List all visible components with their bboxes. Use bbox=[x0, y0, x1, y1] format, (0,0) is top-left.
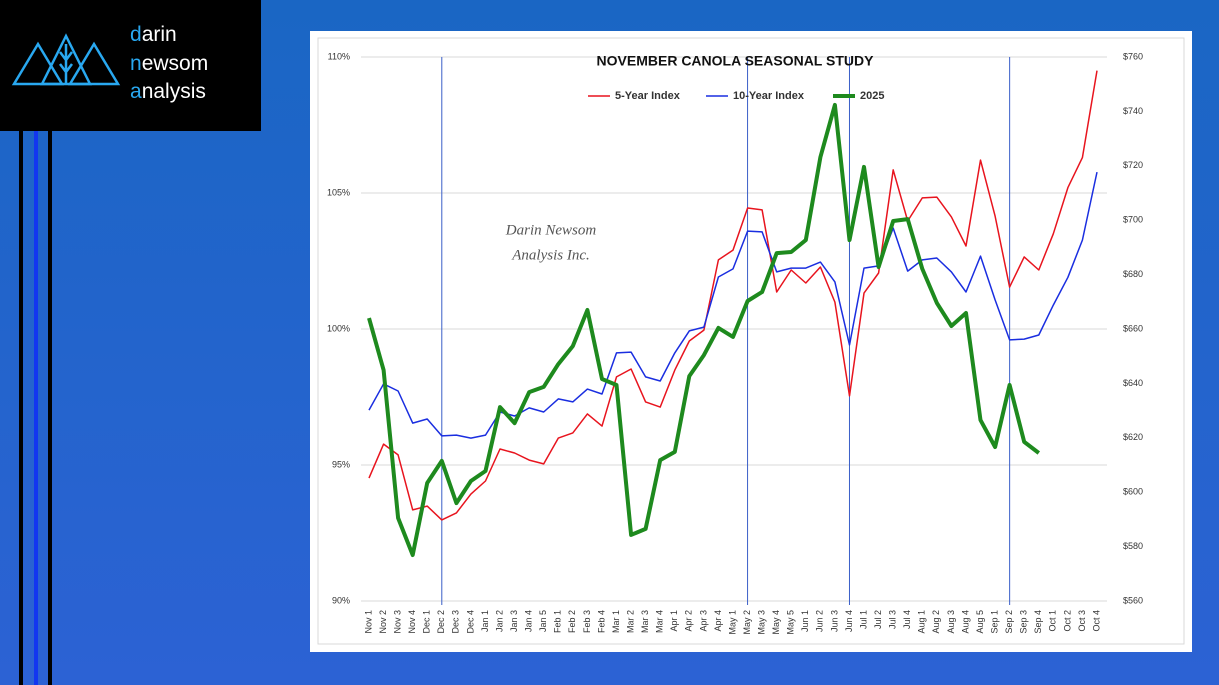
plot: 90% 95% 100% 105% 110% $560 $580 $600 $620 $640 $6… bbox=[327, 51, 1143, 634]
x-tick-label: Oct 4 bbox=[1091, 610, 1101, 632]
x-tick-label: Mar 4 bbox=[655, 610, 665, 633]
x-tick-label: May 3 bbox=[756, 610, 766, 635]
logo-text: darin bbox=[130, 23, 177, 46]
decor-bar bbox=[19, 120, 23, 685]
x-tick-label: Feb 3 bbox=[582, 610, 592, 633]
legend-label: 2025 bbox=[860, 90, 884, 102]
y2-tick-label: $560 bbox=[1123, 595, 1143, 605]
x-tick-label: Dec 1 bbox=[422, 610, 432, 634]
x-tick-label: Jan 1 bbox=[480, 610, 490, 632]
watermark: Darin Newsom bbox=[505, 222, 597, 238]
x-tick-label: Apr 4 bbox=[713, 610, 723, 632]
x-tick-label: Sep 1 bbox=[989, 610, 999, 634]
logo-text: newsom bbox=[130, 52, 208, 75]
x-tick-label: May 5 bbox=[786, 610, 796, 635]
legend-label: 5-Year Index bbox=[615, 90, 681, 102]
x-tick-label: Sep 2 bbox=[1004, 610, 1014, 634]
decor-bar bbox=[48, 120, 52, 685]
y-tick-label: 105% bbox=[327, 187, 350, 197]
series-line bbox=[368, 171, 1098, 439]
x-tick-label: Oct 2 bbox=[1062, 610, 1072, 632]
y2-tick-label: $680 bbox=[1123, 269, 1143, 279]
x-tick-label: Dec 3 bbox=[451, 610, 461, 634]
chart-title: NOVEMBER CANOLA SEASONAL STUDY bbox=[597, 53, 875, 69]
x-tick-label: Jun 3 bbox=[829, 610, 839, 632]
logo-box bbox=[0, 0, 261, 131]
x-tick-label: Mar 3 bbox=[640, 610, 650, 633]
x-tick-label: Jun 1 bbox=[800, 610, 810, 632]
x-tick-label: Nov 2 bbox=[378, 610, 388, 634]
y2-tick-label: $760 bbox=[1123, 51, 1143, 61]
x-tick-label: Feb 2 bbox=[567, 610, 577, 633]
x-tick-label: May 4 bbox=[771, 610, 781, 635]
x-tick-label: Aug 3 bbox=[946, 610, 956, 634]
x-tick-label: Apr 1 bbox=[669, 610, 679, 632]
legend-label: 10-Year Index bbox=[733, 90, 805, 102]
y2-tick-label: $720 bbox=[1123, 160, 1143, 170]
x-tick-label: Jan 5 bbox=[538, 610, 548, 632]
decor-bar bbox=[34, 120, 38, 685]
x-tick-label: Feb 1 bbox=[553, 610, 563, 633]
chart-panel bbox=[310, 31, 1192, 652]
x-tick-label: Dec 4 bbox=[465, 610, 475, 634]
x-tick-label: Jan 3 bbox=[509, 610, 519, 632]
x-tick-label: Nov 3 bbox=[392, 610, 402, 634]
x-tick-label: Jan 2 bbox=[494, 610, 504, 632]
x-tick-label: Jul 2 bbox=[873, 610, 883, 629]
x-tick-label: Mar 1 bbox=[611, 610, 621, 633]
x-tick-label: Aug 1 bbox=[917, 610, 927, 634]
y2-tick-label: $600 bbox=[1123, 487, 1143, 497]
x-tick-label: Nov 1 bbox=[363, 610, 373, 634]
series-line bbox=[367, 102, 1041, 557]
x-tick-label: Jul 3 bbox=[888, 610, 898, 629]
x-tick-label: Aug 2 bbox=[931, 610, 941, 634]
y2-tick-label: $740 bbox=[1123, 106, 1143, 116]
watermark: Analysis Inc. bbox=[511, 247, 589, 263]
x-tick-label: Oct 3 bbox=[1077, 610, 1087, 632]
x-tick-label: Aug 5 bbox=[975, 610, 985, 634]
x-tick-label: Sep 3 bbox=[1019, 610, 1029, 634]
y2-tick-label: $580 bbox=[1123, 541, 1143, 551]
y2-tick-label: $640 bbox=[1123, 378, 1143, 388]
y-tick-label: 90% bbox=[332, 595, 350, 605]
x-tick-label: Dec 2 bbox=[436, 610, 446, 634]
x-tick-label: Apr 3 bbox=[698, 610, 708, 632]
x-tick-label: Sep 4 bbox=[1033, 610, 1043, 634]
x-tick-label: Nov 4 bbox=[407, 610, 417, 634]
logo-text: analysis bbox=[130, 80, 206, 103]
x-tick-label: Oct 1 bbox=[1048, 610, 1058, 632]
x-tick-label: Jul 1 bbox=[858, 610, 868, 629]
x-tick-label: Mar 2 bbox=[625, 610, 635, 633]
chart-border bbox=[317, 37, 1185, 645]
logo-mark bbox=[11, 33, 121, 86]
x-tick-label: Aug 4 bbox=[960, 610, 970, 634]
x-tick-label: Apr 2 bbox=[684, 610, 694, 632]
y-tick-label: 95% bbox=[332, 459, 350, 469]
x-tick-label: Feb 4 bbox=[596, 610, 606, 633]
y2-tick-label: $700 bbox=[1123, 215, 1143, 225]
y-tick-label: 110% bbox=[328, 51, 350, 61]
x-tick-label: May 2 bbox=[742, 610, 752, 635]
x-tick-label: Jan 4 bbox=[524, 610, 534, 632]
x-tick-label: Jul 4 bbox=[902, 610, 912, 629]
y2-tick-label: $660 bbox=[1123, 323, 1143, 333]
y-tick-label: 100% bbox=[327, 323, 350, 333]
y2-tick-label: $620 bbox=[1123, 432, 1143, 442]
x-tick-label: Jun 4 bbox=[844, 610, 854, 632]
x-tick-label: May 1 bbox=[727, 610, 737, 635]
x-tick-label: Jun 2 bbox=[815, 610, 825, 632]
series-line bbox=[368, 70, 1098, 521]
